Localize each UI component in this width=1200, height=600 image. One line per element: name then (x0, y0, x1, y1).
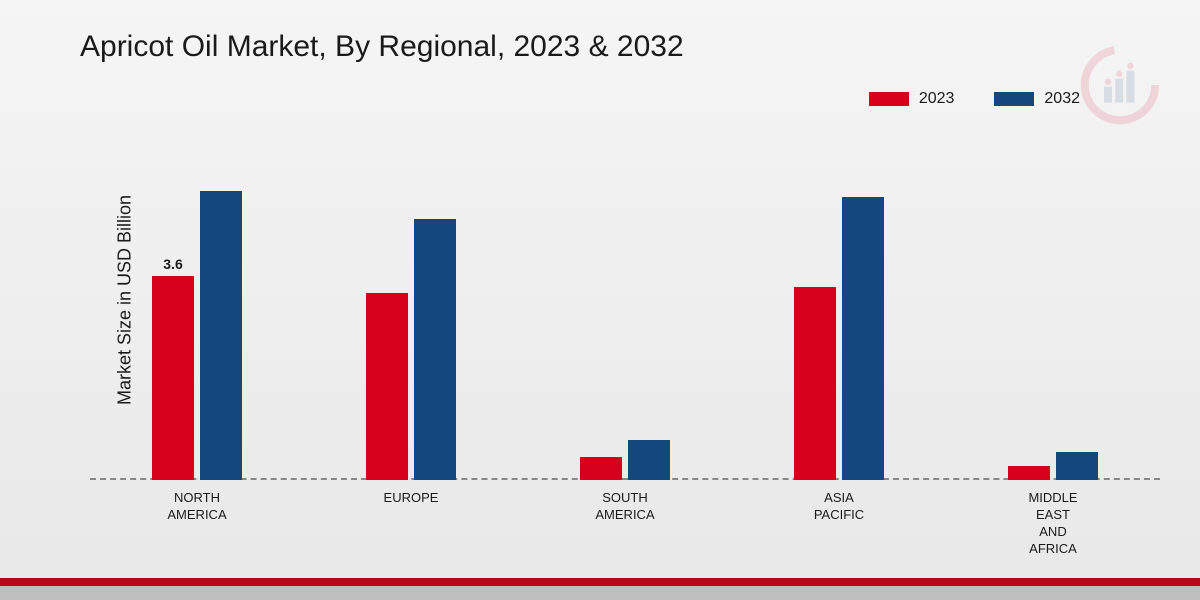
footer-accent-bar (0, 578, 1200, 586)
bar-2023 (366, 293, 408, 480)
bar-group (366, 219, 456, 480)
bar-group: 3.6 (152, 191, 242, 480)
bar-group (1008, 452, 1098, 480)
bar-2032 (200, 191, 242, 480)
x-axis-label: EUROPE (384, 490, 439, 507)
x-axis-label: MIDDLE EAST AND AFRICA (1028, 490, 1077, 558)
bar-2032 (1056, 452, 1098, 480)
x-axis-label: NORTH AMERICA (167, 490, 226, 524)
x-axis-label: SOUTH AMERICA (595, 490, 654, 524)
legend-item-2032: 2032 (994, 90, 1080, 108)
bar-2032 (414, 219, 456, 480)
bar-group (580, 440, 670, 480)
x-axis-label: ASIA PACIFIC (814, 490, 864, 524)
bar-2023 (580, 457, 622, 480)
bar-2023 (794, 287, 836, 480)
bar-2032 (628, 440, 670, 480)
x-axis-labels: NORTH AMERICA EUROPE SOUTH AMERICA ASIA PAC… (90, 490, 1160, 570)
legend-item-2023: 2023 (869, 90, 955, 108)
bar-2023: 3.6 (152, 276, 194, 480)
bar-2032 (842, 197, 884, 480)
legend-label-2032: 2032 (1044, 90, 1080, 108)
watermark-logo (1080, 45, 1160, 125)
legend: 2023 2032 (869, 90, 1080, 108)
legend-label-2023: 2023 (919, 90, 955, 108)
legend-swatch-2032 (994, 92, 1034, 106)
footer-grey-bar (0, 586, 1200, 600)
chart-title: Apricot Oil Market, By Regional, 2023 & … (80, 30, 684, 64)
chart-area: 3.6 (90, 140, 1160, 480)
legend-swatch-2023 (869, 92, 909, 106)
bar-value-label: 3.6 (163, 256, 182, 272)
bar-2023 (1008, 466, 1050, 480)
bar-group (794, 197, 884, 480)
